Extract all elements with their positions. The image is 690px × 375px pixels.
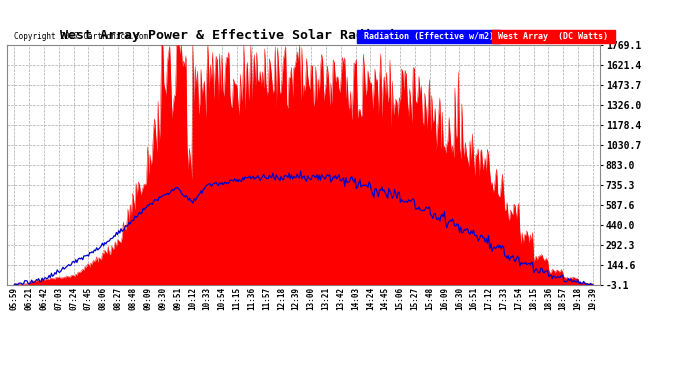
Text: Copyright 2017 Cartronics.com: Copyright 2017 Cartronics.com — [14, 32, 148, 41]
Title: West Array Power & Effective Solar Radiation Tue Aug 15 19:48: West Array Power & Effective Solar Radia… — [59, 29, 548, 42]
Text: West Array  (DC Watts): West Array (DC Watts) — [493, 32, 613, 41]
Text: Radiation (Effective w/m2): Radiation (Effective w/m2) — [359, 32, 499, 41]
